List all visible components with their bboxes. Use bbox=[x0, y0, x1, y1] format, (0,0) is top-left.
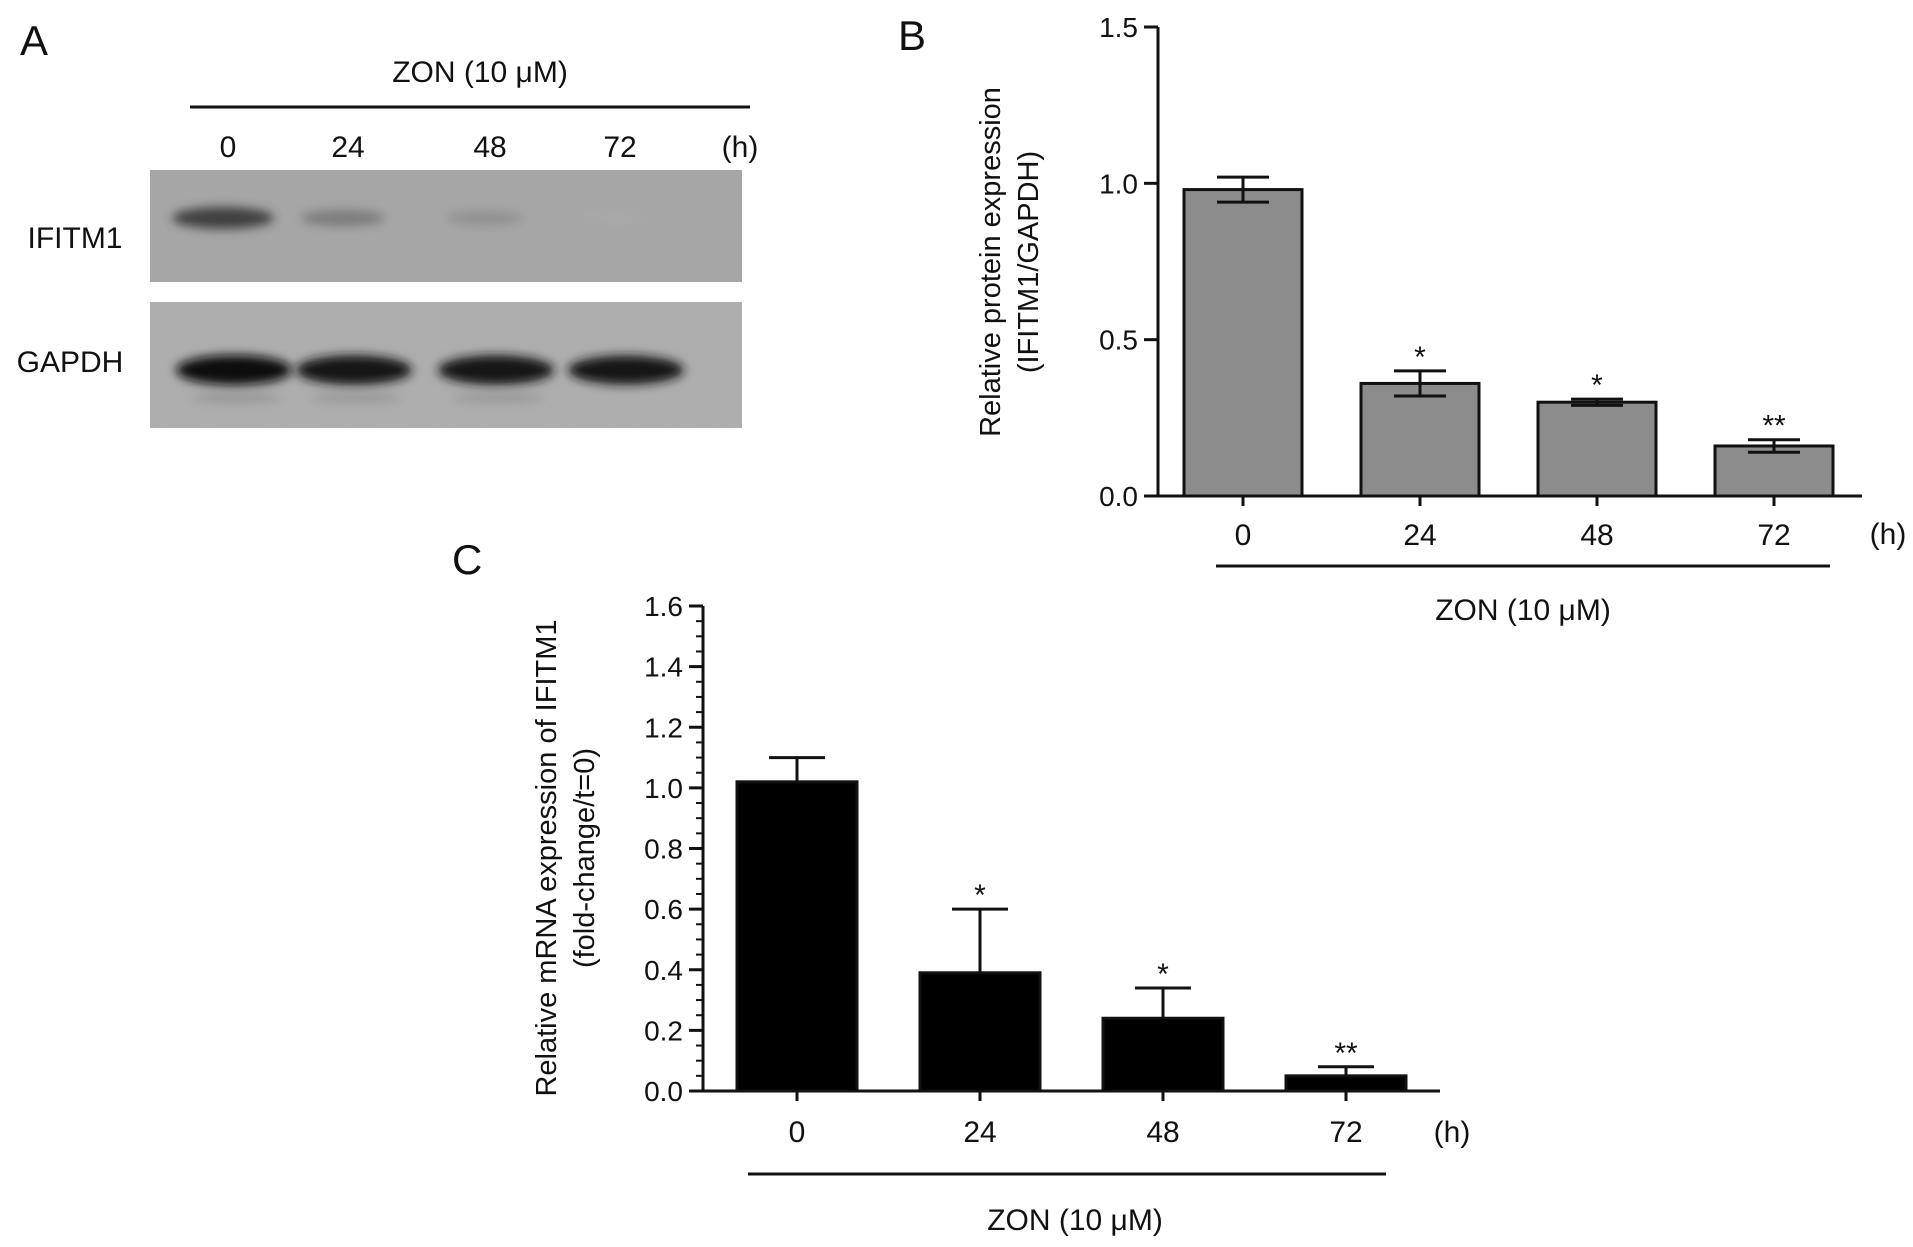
x-tick-label-24: 24 bbox=[1403, 519, 1436, 552]
panel-a-treatment-label: ZON (10 μM) bbox=[392, 56, 568, 89]
panel-b-time-unit: (h) bbox=[1870, 518, 1907, 551]
bar-72 bbox=[1284, 1074, 1408, 1093]
bar-24 bbox=[918, 971, 1042, 1093]
blot-ifitm1-bands bbox=[172, 207, 651, 229]
bar-48 bbox=[1536, 400, 1658, 498]
significance-24: * bbox=[1414, 341, 1426, 374]
panel-b-treatment-label: ZON (10 μM) bbox=[1435, 594, 1611, 627]
y-tick-label: 0.0 bbox=[1099, 481, 1138, 512]
y-axis-label-line-1: (fold-change/t=0) bbox=[569, 748, 601, 968]
lane-label-1: 24 bbox=[331, 131, 364, 164]
x-tick-label-48: 48 bbox=[1146, 1116, 1179, 1149]
x-tick-label-0: 0 bbox=[1235, 519, 1252, 552]
chart-c: 0.0 0.2 0.4 0.6 0.8 1.0 1.2 1.4 1.6 Relative mRNA… bbox=[531, 591, 1440, 1149]
y-tick-label: 0.4 bbox=[644, 955, 683, 986]
y-tick-label: 1.0 bbox=[1099, 168, 1138, 199]
ifitm1-band-1 bbox=[301, 209, 385, 227]
y-tick-label: 0.2 bbox=[644, 1015, 683, 1046]
panel-a-letter: A bbox=[20, 17, 48, 64]
ifitm1-band-3 bbox=[579, 211, 651, 225]
significance-72: ** bbox=[1762, 410, 1786, 443]
ifitm1-band-0 bbox=[172, 207, 274, 229]
y-tick-label: 1.4 bbox=[644, 652, 683, 683]
bar-0 bbox=[735, 780, 859, 1093]
bar-0 bbox=[1182, 188, 1304, 498]
y-axis-label-line-0: Relative mRNA expression of IFITM1 bbox=[531, 619, 563, 1096]
y-tick-label: 1.0 bbox=[644, 773, 683, 804]
panel-c-letter: C bbox=[452, 536, 482, 583]
panel-a-time-unit: (h) bbox=[722, 131, 759, 164]
panel-c-time-unit: (h) bbox=[1434, 1116, 1471, 1149]
gapdh-band-0 bbox=[176, 355, 292, 385]
y-tick-label: 0.6 bbox=[644, 894, 683, 925]
y-tick-label: 1.6 bbox=[644, 591, 683, 622]
chart-b: 0.0 0.5 1.0 1.5 Relative protein expression(… bbox=[975, 12, 1862, 552]
y-tick-label: 1.5 bbox=[1099, 12, 1138, 43]
blot-ifitm1 bbox=[150, 170, 742, 282]
significance-48: * bbox=[1591, 369, 1603, 402]
blot-gapdh bbox=[150, 302, 742, 428]
y-tick-label: 0.0 bbox=[644, 1076, 683, 1107]
gapdh-band-2 bbox=[438, 355, 554, 385]
significance-24: * bbox=[974, 879, 986, 912]
y-tick-label: 1.2 bbox=[644, 712, 683, 743]
gapdh-minor-band-2 bbox=[452, 394, 544, 402]
gapdh-band-3 bbox=[568, 355, 684, 385]
blot-label-ifitm1: IFITM1 bbox=[28, 222, 123, 255]
ifitm1-band-2 bbox=[446, 210, 524, 226]
y-tick-label: 0.8 bbox=[644, 834, 683, 865]
y-tick-label: 0.5 bbox=[1099, 325, 1138, 356]
panel-c: C 0.0 0.2 0.4 0.6 0.8 1.0 1.2 1.4 1.6 Relative mR… bbox=[452, 536, 1470, 1237]
significance-48: * bbox=[1157, 958, 1169, 991]
panel-a: A ZON (10 μM) 0 24 48 72 (h) IFITM1 GAPDH bbox=[17, 17, 759, 428]
gapdh-minor-band-1 bbox=[310, 394, 402, 402]
y-axis-label-line-1: (IFITM1/GAPDH) bbox=[1013, 151, 1045, 373]
gapdh-band-1 bbox=[296, 355, 412, 385]
blot-gapdh-bands bbox=[176, 355, 684, 402]
bar-48 bbox=[1101, 1016, 1225, 1093]
x-tick-label-0: 0 bbox=[789, 1116, 806, 1149]
gapdh-minor-band-0 bbox=[190, 394, 282, 402]
x-tick-label-72: 72 bbox=[1329, 1116, 1362, 1149]
bar-24 bbox=[1359, 381, 1481, 498]
panel-c-treatment-label: ZON (10 μM) bbox=[987, 1204, 1163, 1237]
panel-b: B 0.0 0.5 1.0 1.5 Relative protein expressio… bbox=[898, 12, 1906, 627]
significance-72: ** bbox=[1334, 1037, 1358, 1070]
x-tick-label-72: 72 bbox=[1757, 519, 1790, 552]
lane-label-0: 0 bbox=[220, 131, 237, 164]
x-tick-label-24: 24 bbox=[963, 1116, 996, 1149]
panel-b-letter: B bbox=[898, 12, 926, 59]
y-axis-label-line-0: Relative protein expression bbox=[975, 87, 1007, 437]
x-tick-label-48: 48 bbox=[1580, 519, 1613, 552]
lane-label-3: 72 bbox=[603, 131, 636, 164]
panel-a-lane-labels: 0 24 48 72 bbox=[220, 131, 637, 164]
lane-label-2: 48 bbox=[473, 131, 506, 164]
blot-label-gapdh: GAPDH bbox=[17, 346, 124, 379]
